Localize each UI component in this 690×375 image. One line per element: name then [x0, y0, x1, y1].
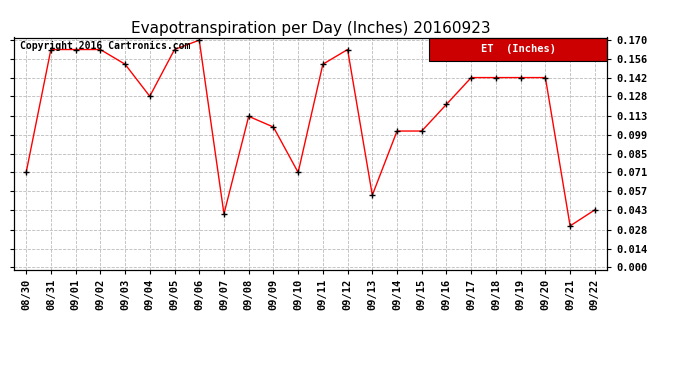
- Title: Evapotranspiration per Day (Inches) 20160923: Evapotranspiration per Day (Inches) 2016…: [130, 21, 491, 36]
- Text: ET  (Inches): ET (Inches): [481, 44, 555, 54]
- Bar: [429, 38, 607, 61]
- Text: Copyright 2016 Cartronics.com: Copyright 2016 Cartronics.com: [20, 41, 190, 51]
